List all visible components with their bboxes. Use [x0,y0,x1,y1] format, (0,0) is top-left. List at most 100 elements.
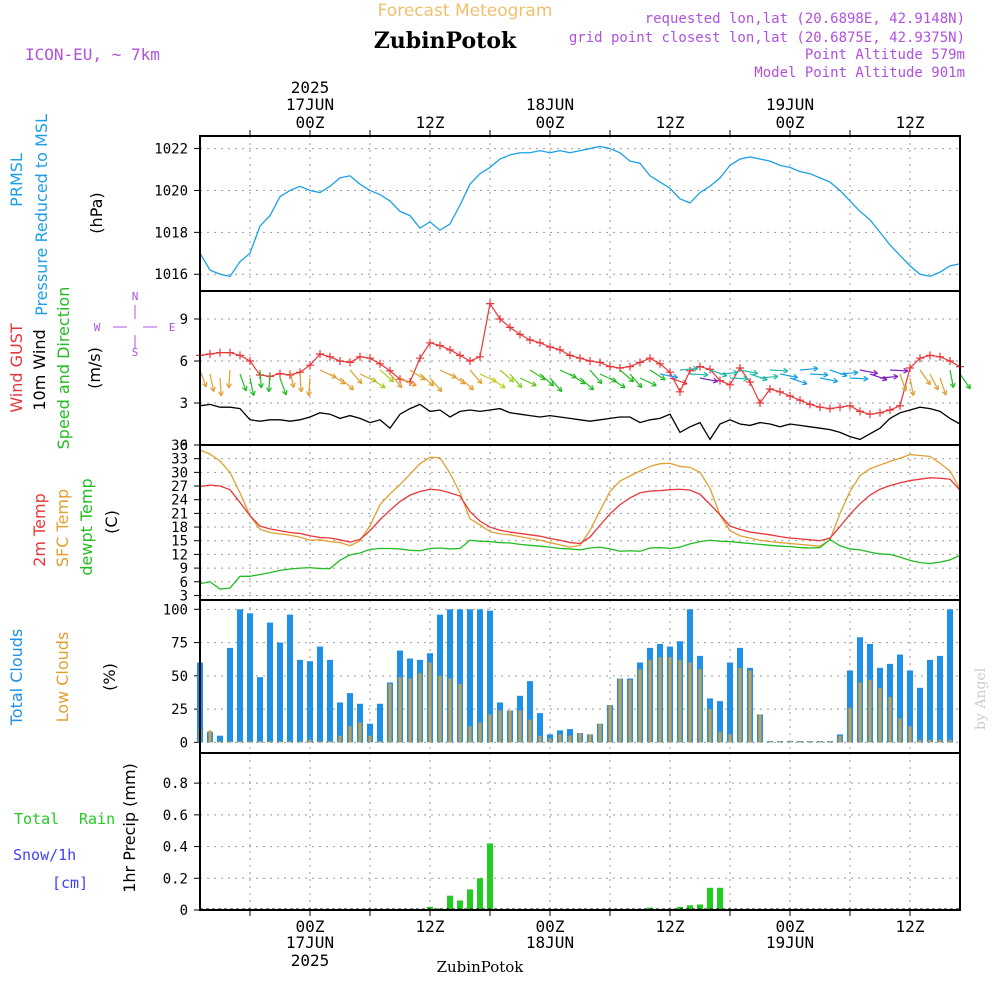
low-cloud-bar [508,710,512,743]
gust-marker [686,366,694,375]
low-cloud-bar [368,735,372,743]
gust-marker [806,400,814,409]
wind-arrow [699,377,718,383]
wind-arrowhead [556,386,563,393]
gust-marker [346,358,354,367]
total-clouds-label: Total Clouds [7,629,26,727]
low-cloud-bar [788,741,792,743]
sfc-temp-label: SFC Temp [53,489,72,567]
gust-marker [636,358,644,367]
low-cloud-bar [378,741,382,743]
low-cloud-bar [618,678,622,743]
y-tick-label: 0.2 [163,871,188,887]
wind-arrow [769,369,789,372]
wind-arrow [268,373,271,392]
wind-arrow [649,369,666,381]
total-cloud-bar [717,701,723,743]
bottom-year-label: 2025 [291,951,330,970]
low-cloud-bar [658,657,662,743]
gust-marker [316,350,324,358]
low-cloud-bar [388,683,392,743]
wind-arrow [849,377,869,380]
meteogram-subtitle: Forecast Meteogram [378,1,553,21]
wind-arrow [228,369,231,388]
y-tick-label: 9 [180,561,188,577]
wind-arrowhead [901,385,908,392]
y-tick-label: 9 [180,312,188,328]
low-cloud-bar [548,738,552,743]
wind-arrowhead [226,383,232,389]
wind-arrow [829,369,848,377]
bottom-date-label: 17JUN [286,933,334,952]
y-tick-label: 30 [171,465,188,481]
wind-arrowhead [909,390,916,397]
wind-arrow [659,373,678,379]
top-time-label: 00Z [536,113,565,132]
low-cloud-bar [538,735,542,743]
bottom-time-label: 12Z [656,917,685,936]
wind-arrowhead [703,371,709,378]
wind-arrowhead [500,383,506,389]
wind-arrow [909,377,915,396]
low-cloud-bar [408,678,412,743]
bottom-date-label: 18JUN [526,933,574,952]
gust-marker [606,362,614,371]
wind-arrow [629,373,643,388]
bottom-time-label: 00Z [776,917,805,936]
gust-marker [436,341,444,350]
low-cloud-bar [358,722,362,743]
low-cloud-bar [888,697,892,743]
wind-arrowhead [801,379,808,386]
gust-marker [816,403,824,412]
top-date-label: 17JUN [286,95,334,114]
wind-arrow [279,377,287,396]
wind-arrowhead [832,377,839,384]
total-cloud-bar [277,642,283,743]
y-tick-label: 1016 [154,267,188,283]
wind-arrow [959,373,971,390]
total-cloud-bar [257,677,263,743]
wind-unit: (m/s) [85,347,104,389]
wind-arrowhead [660,375,666,381]
gust-marker [866,410,874,419]
wind-arrow [429,377,443,392]
dewpt-line [199,538,961,590]
wind-arrow [919,369,931,386]
total-cloud-bar [537,713,543,743]
gust-marker [306,361,314,370]
wind-arrowhead [242,385,248,392]
wind-arrow [239,373,247,392]
rain-bar [687,905,693,910]
snow-unit: [cm] [52,874,88,892]
low-cloud-bar [948,739,952,743]
wind-arrowhead [651,381,657,387]
y-tick-label: 6 [180,575,188,591]
wind10-line [199,403,961,441]
wind-arrowhead [348,384,355,391]
rain-label: Rain [79,810,115,828]
model-altitude: Model Point Altitude 901m [754,65,965,81]
model-label: ICON-EU, ~ 7km [25,45,160,64]
total-cloud-bar [267,622,273,743]
gust-marker [756,399,764,407]
y-tick-label: 0 [180,903,188,919]
gust-marker [476,352,484,361]
wind-arrowhead [743,375,749,382]
gust-marker [886,406,894,414]
wind-dir-label: Speed and Direction [54,287,73,450]
low-cloud-bar [318,741,322,743]
low-cloud-bar [288,741,292,743]
gust-marker [466,357,474,365]
top-time-label: 12Z [656,113,685,132]
low-cloud-bar [398,677,402,743]
gust-marker [246,357,254,365]
wind-arrow [469,369,483,384]
rain-bar [717,887,723,910]
low-cloud-bar [438,675,442,743]
gust-marker [856,407,864,416]
gust-marker [216,348,224,357]
pressure-line [199,145,961,278]
gust-marker [566,351,574,360]
wind-arrow [259,369,262,388]
total-cloud-bar [527,681,533,743]
